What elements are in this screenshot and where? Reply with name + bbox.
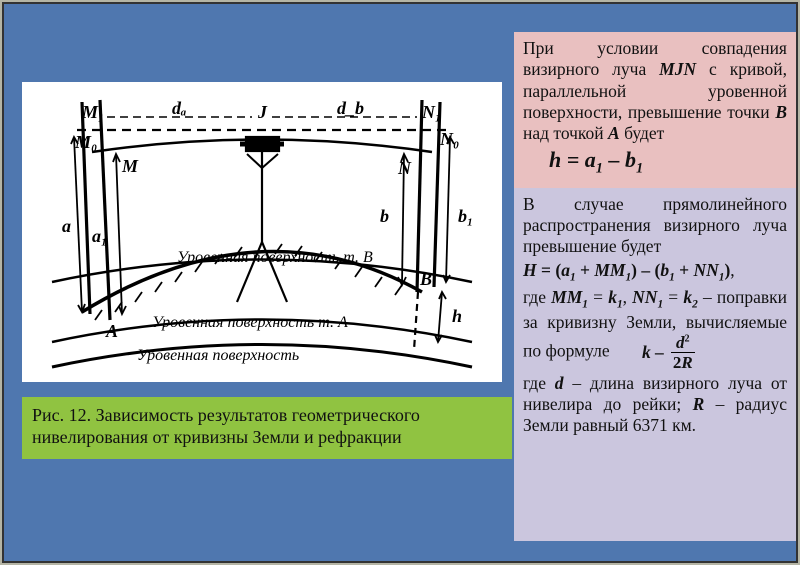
- svg-text:B: B: [419, 269, 432, 289]
- svg-text:d_b: d_b: [337, 98, 364, 118]
- svg-text:N₀: N₀: [439, 129, 459, 149]
- svg-text:J: J: [257, 102, 268, 122]
- svg-text:M: M: [121, 156, 139, 176]
- frac-num-d: d: [676, 333, 685, 352]
- lilac-text-box: В случае прямолинейного распространения …: [514, 188, 796, 541]
- lilac-p2: где MM1 = k1, NN1 = k2 – поправки за кри…: [523, 287, 787, 371]
- formula-k: k – d2 2R: [642, 334, 698, 371]
- svg-text:a: a: [62, 216, 71, 236]
- lilac-eq1: H = (a1 + MM1) – (b1 + NN1),: [523, 260, 787, 285]
- svg-text:N: N: [397, 158, 412, 178]
- svg-text:Уровенная поверхность т. A: Уровенная поверхность т. A: [152, 314, 348, 331]
- svg-text:M₁: M₁: [81, 102, 104, 122]
- svg-text:b: b: [380, 206, 389, 226]
- fraction: d2 2R: [668, 334, 698, 371]
- svg-text:Уровенная поверхность: Уровенная поверхность: [137, 347, 299, 364]
- figure-diagram: M₁ M₀ M J N₁ N₀ N A B dₐ d_b a a₁ b b₁ h: [22, 82, 502, 382]
- pink-paragraph: При условии совпадения визирного луча MJ…: [523, 38, 787, 145]
- frac-den-r: R: [681, 353, 692, 372]
- svg-text:M₀: M₀: [74, 132, 97, 152]
- caption-text: Рис. 12. Зависимость результатов геометр…: [32, 405, 420, 447]
- frac-num-exp: 2: [685, 333, 690, 344]
- svg-text:A: A: [105, 321, 118, 341]
- frac-lhs: k –: [642, 342, 664, 363]
- lilac-p3: где d – длина визирного луча от нивелира…: [523, 373, 787, 437]
- formula-h: h = a1 – b1: [523, 145, 787, 180]
- svg-text:N₁: N₁: [421, 102, 441, 122]
- leveling-diagram-svg: M₁ M₀ M J N₁ N₀ N A B dₐ d_b a a₁ b b₁ h: [22, 82, 502, 382]
- svg-text:Уровенная поверхность т. B: Уровенная поверхность т. B: [177, 249, 373, 266]
- svg-text:a₁: a₁: [92, 226, 107, 246]
- left-column: M₁ M₀ M J N₁ N₀ N A B dₐ d_b a a₁ b b₁ h: [4, 4, 514, 561]
- lilac-p1: В случае прямолинейного распространения …: [523, 194, 787, 258]
- right-column: При условии совпадения визирного луча MJ…: [514, 4, 796, 561]
- svg-text:h: h: [452, 306, 462, 326]
- svg-text:b₁: b₁: [458, 206, 473, 226]
- pink-text-box: При условии совпадения визирного луча MJ…: [514, 32, 796, 188]
- svg-text:dₐ: dₐ: [172, 98, 186, 118]
- figure-caption: Рис. 12. Зависимость результатов геометр…: [22, 397, 512, 459]
- slide: M₁ M₀ M J N₁ N₀ N A B dₐ d_b a a₁ b b₁ h: [2, 2, 798, 563]
